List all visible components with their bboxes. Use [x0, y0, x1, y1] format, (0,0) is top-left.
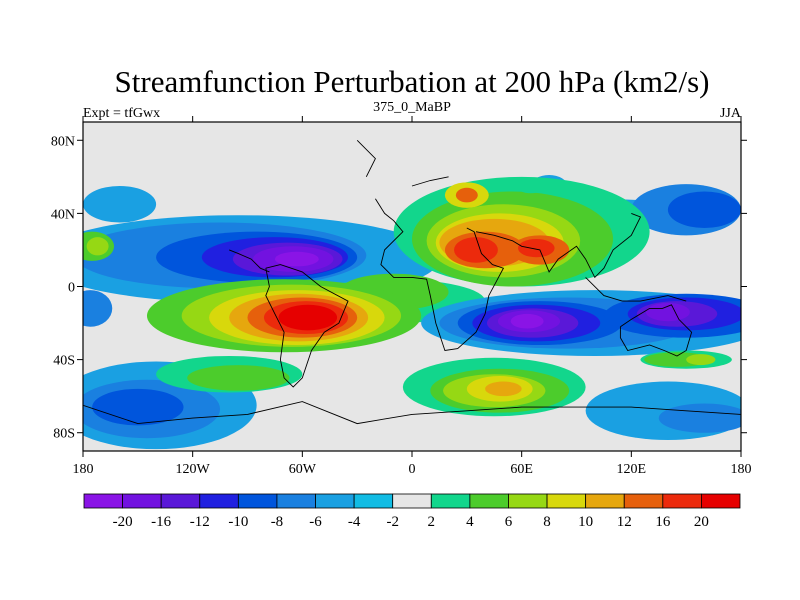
contour-cell	[667, 191, 741, 229]
contour-cell	[485, 381, 522, 397]
coastline	[585, 277, 687, 302]
x-tick-label: 60E	[510, 462, 533, 477]
coastline	[265, 264, 349, 388]
x-tick-label: 180	[73, 462, 94, 477]
contour-cell	[86, 237, 109, 256]
colorbar-swatch	[83, 493, 123, 509]
contour-cell	[83, 290, 113, 327]
colorbar-label: -16	[151, 514, 171, 530]
coastline	[356, 139, 376, 178]
center-label: 375_0_MaBP	[373, 100, 451, 115]
colorbar-label: -2	[386, 514, 399, 530]
contour-cell	[516, 178, 546, 194]
contour-cell	[278, 304, 338, 331]
x-tick-label: 120E	[617, 462, 647, 477]
colorbar-swatch	[276, 493, 316, 509]
colorbar-label: 20	[694, 514, 709, 530]
colorbar-label: 16	[655, 514, 671, 530]
colorbar-swatch	[701, 493, 741, 509]
colorbar-swatch	[315, 493, 355, 509]
colorbar-label: -12	[190, 514, 210, 530]
colorbar-swatch	[392, 493, 432, 509]
contour-cell	[645, 302, 690, 322]
colorbar-swatch	[199, 493, 239, 509]
colorbar-label: 12	[617, 514, 632, 530]
coastlines	[83, 139, 741, 425]
contour-cell	[518, 238, 555, 258]
coastline	[475, 212, 642, 279]
contour-cell	[187, 365, 290, 391]
colorbar-label: -20	[113, 514, 133, 530]
colorbar-swatch	[160, 493, 201, 509]
y-tick-label: 40S	[53, 354, 75, 369]
colorbar-label: 2	[428, 514, 436, 530]
contour-cell	[274, 251, 319, 267]
colorbar-swatch	[237, 493, 278, 509]
colorbar-swatch	[585, 493, 625, 509]
colorbar-swatch	[662, 493, 702, 509]
x-tick-label: 180	[731, 462, 752, 477]
colorbar-label: -4	[348, 514, 361, 530]
right-label: JJA	[720, 106, 742, 121]
colorbar: -20 -16 -12 -10 -8 -6 -4 -2 2 4 6 8 10 12 16 20	[83, 493, 741, 530]
coastline	[619, 304, 693, 357]
colorbar-swatch	[122, 493, 162, 509]
colorbar-swatch	[508, 493, 548, 509]
axis-ticks: 180 120W 60W 0 60E 120E 180 80N 40N 0 40S 80S	[51, 116, 752, 477]
y-tick-label: 40N	[51, 207, 75, 222]
colorbar-label: -10	[228, 514, 248, 530]
contour-cell	[510, 313, 544, 329]
colorbar-label: -8	[271, 514, 284, 530]
colorbar-swatch	[546, 493, 587, 509]
colorbar-label: 8	[543, 514, 551, 530]
x-tick-label: 0	[409, 462, 416, 477]
coastline	[229, 249, 270, 273]
y-tick-label: 0	[68, 281, 75, 296]
colorbar-label: 6	[505, 514, 513, 530]
colorbar-swatch	[469, 493, 509, 509]
coastline	[83, 401, 741, 425]
contour-cell	[455, 187, 478, 203]
colorbar-swatch	[430, 493, 471, 509]
chart-title: Streamfunction Perturbation at 200 hPa (…	[115, 64, 710, 99]
colorbar-swatch	[353, 493, 394, 509]
colorbar-swatch	[623, 493, 664, 509]
contour-cell	[83, 185, 157, 223]
y-tick-label: 80N	[51, 134, 75, 149]
coastline	[411, 176, 449, 187]
contour-cell	[658, 403, 741, 433]
x-tick-label: 60W	[289, 462, 317, 477]
colorbar-label: -6	[309, 514, 322, 530]
contour-field	[83, 122, 741, 451]
contour-cell	[454, 237, 498, 263]
coastline	[375, 198, 505, 352]
left-label: Expt = tfGwx	[83, 106, 160, 121]
y-tick-label: 80S	[53, 427, 75, 442]
contour-cell	[92, 388, 184, 426]
colorbar-label: 4	[466, 514, 474, 530]
x-tick-label: 120W	[176, 462, 211, 477]
contour-cell	[686, 354, 716, 366]
colorbar-label: 10	[578, 514, 593, 530]
